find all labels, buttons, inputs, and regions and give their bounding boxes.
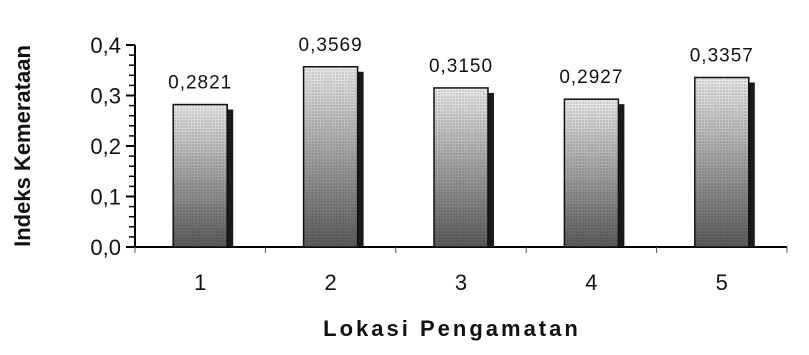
x-tick-label: 2 xyxy=(324,270,336,295)
data-labels: 0,2821 0,3569 0,3150 0,2927 0,3357 xyxy=(168,35,754,94)
y-axis: 0,0 0,1 0,2 0,3 0,4 xyxy=(90,33,136,260)
y-axis-label: Indeks Kemerataan xyxy=(10,45,35,247)
x-axis-ticks xyxy=(134,247,788,253)
bar-4 xyxy=(563,98,625,248)
bar-shadow xyxy=(487,92,494,247)
bar-texture xyxy=(173,104,228,248)
bar-2 xyxy=(302,66,364,248)
y-tick-label: 0,0 xyxy=(90,235,121,260)
bar-texture xyxy=(434,87,488,247)
bar-texture xyxy=(564,99,619,248)
data-label: 0,3357 xyxy=(690,45,754,66)
y-tick-label: 0,4 xyxy=(90,33,121,58)
bar-shadow xyxy=(226,109,234,248)
bar-shadow xyxy=(356,71,364,247)
bar-1 xyxy=(172,103,234,248)
data-label: 0,2927 xyxy=(559,67,623,88)
bar-shadow xyxy=(747,82,755,247)
x-tick-label: 1 xyxy=(194,270,206,295)
y-tick-label: 0,3 xyxy=(90,84,121,109)
y-axis-tick-labels: 0,0 0,1 0,2 0,3 0,4 xyxy=(90,33,121,260)
x-tick-label: 4 xyxy=(585,270,597,295)
bar-5 xyxy=(694,76,755,248)
data-label: 0,3150 xyxy=(429,56,493,77)
data-label: 0,3569 xyxy=(299,35,363,56)
bar-texture xyxy=(303,66,358,247)
x-tick-label: 3 xyxy=(455,270,467,295)
y-tick-label: 0,1 xyxy=(90,185,121,210)
data-label: 0,2821 xyxy=(168,73,232,94)
bar-texture xyxy=(694,77,749,247)
x-axis: 1 2 3 4 5 xyxy=(134,246,788,295)
x-axis-tick-labels: 1 2 3 4 5 xyxy=(194,270,728,295)
bar-3 xyxy=(433,87,494,248)
x-axis-label: Lokasi Pengamatan xyxy=(323,316,581,341)
x-tick-label: 5 xyxy=(716,270,728,295)
bars xyxy=(172,66,755,248)
y-tick-label: 0,2 xyxy=(90,134,121,159)
bar-shadow xyxy=(617,104,625,248)
y-axis-minor-ticks xyxy=(126,44,135,248)
